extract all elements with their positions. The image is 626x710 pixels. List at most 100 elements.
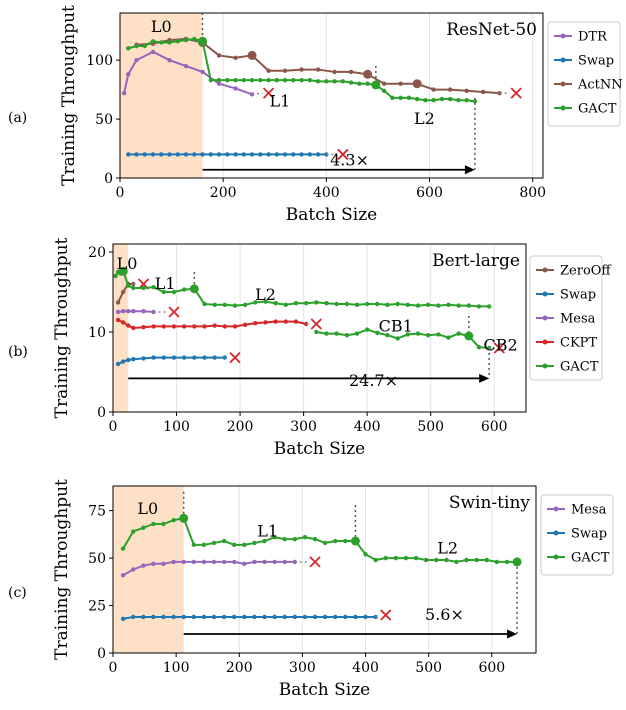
data-point-gact — [340, 79, 346, 84]
data-point-gact — [425, 302, 431, 307]
data-point-gact — [242, 302, 248, 307]
data-point-gact2 — [324, 331, 329, 336]
legend-entry-mesa: Mesa — [571, 503, 607, 518]
data-point-gact2 — [314, 329, 319, 335]
data-point-gact — [413, 555, 419, 561]
panel-label: (c) — [8, 585, 27, 601]
legend-swatch-dot — [560, 57, 566, 63]
data-point-gact — [283, 302, 289, 307]
data-point-gact — [423, 98, 428, 103]
legend-entry-mesa: Mesa — [560, 312, 596, 327]
data-point-gact — [504, 559, 510, 565]
data-point-gact — [466, 303, 472, 308]
data-point-gact — [446, 302, 451, 307]
highlight-point-gact — [179, 513, 189, 523]
data-point-actnn — [233, 55, 238, 60]
x-tick-label: 0 — [109, 419, 118, 435]
data-point-actnn — [480, 89, 486, 95]
data-point-gact — [120, 546, 126, 551]
data-point-dtr — [150, 49, 156, 55]
oom-connector — [375, 614, 381, 618]
data-point-gact — [211, 540, 217, 546]
legend-entry-zerooff: ZeroOff — [560, 264, 612, 279]
data-point-gact — [233, 77, 238, 83]
data-point-gact — [385, 302, 390, 307]
data-point-gact — [348, 80, 354, 85]
data-point-gact — [333, 538, 338, 544]
data-point-mesa — [181, 559, 186, 565]
highlight-point-gact — [118, 266, 128, 276]
data-point-gact — [354, 302, 360, 307]
data-point-swap — [192, 355, 197, 360]
data-point-dtr — [134, 57, 139, 63]
x-tick-label: 800 — [519, 185, 546, 201]
legend-swatch-dot — [560, 33, 566, 39]
data-point-gact — [262, 538, 267, 544]
data-point-mesa — [115, 309, 121, 315]
data-point-gact — [456, 98, 461, 103]
data-point-zerooff — [120, 289, 126, 295]
data-point-ckpt — [232, 324, 238, 329]
data-point-gact — [171, 517, 176, 523]
arrow-head — [479, 373, 490, 383]
oom-cross-marker — [337, 148, 349, 161]
data-point-gact2 — [385, 333, 390, 338]
x-tick-label: 200 — [210, 185, 237, 201]
data-point-swap — [353, 614, 358, 620]
y-axis-label: Training Throughput — [52, 479, 72, 660]
data-point-swap — [115, 361, 121, 367]
data-point-gact — [263, 299, 268, 304]
oom-cross-stroke — [262, 87, 275, 99]
x-axis-label: Batch Size — [286, 205, 377, 225]
data-point-gact2 — [476, 345, 482, 350]
highlight-point-gact2 — [464, 331, 474, 341]
data-point-dtr — [126, 72, 131, 77]
data-point-gact — [159, 40, 164, 45]
data-point-gact — [357, 81, 362, 86]
highlight-point-gact — [512, 557, 522, 567]
legend-swatch-dot — [542, 267, 548, 273]
data-point-gact — [273, 301, 278, 306]
data-point-swap — [292, 614, 298, 620]
legend-box — [529, 255, 603, 381]
data-point-gact — [431, 98, 436, 103]
arrow-head — [507, 629, 518, 639]
oom-cross-marker — [262, 87, 275, 99]
data-point-gact — [307, 77, 313, 83]
data-point-gact — [202, 301, 207, 307]
legend-swatch-dot — [560, 81, 566, 87]
data-point-gact — [414, 96, 420, 102]
legend-swatch-dot — [560, 105, 566, 111]
legend-entry-gact: GACT — [560, 360, 599, 375]
data-point-gact — [142, 43, 147, 49]
data-point-swap — [151, 614, 156, 620]
data-point-gact — [373, 557, 378, 563]
data-point-swap — [363, 614, 368, 620]
panel-label: (b) — [8, 344, 28, 360]
shaded-region — [113, 486, 184, 653]
legend-swatch-dot — [542, 363, 548, 369]
data-point-swap — [171, 355, 177, 360]
legend-entry-dtr: DTR — [578, 30, 608, 45]
y-tick-label: 0 — [97, 405, 106, 421]
data-point-actnn — [431, 87, 436, 92]
data-point-ckpt — [253, 321, 258, 326]
data-point-gact — [134, 43, 139, 49]
data-point-swap — [201, 614, 207, 620]
data-point-gact2 — [375, 330, 380, 335]
y-tick-label: 10 — [88, 325, 106, 341]
highlight-point-gact — [189, 284, 199, 294]
data-point-gact — [343, 538, 348, 544]
data-point-dtr — [183, 63, 189, 69]
data-point-gact — [221, 538, 227, 544]
oom-cross-stroke — [309, 556, 321, 568]
data-point-actnn — [398, 81, 403, 86]
shaded-region — [113, 244, 129, 412]
data-point-swap — [299, 152, 304, 157]
x-tick-label: 300 — [289, 660, 316, 676]
data-point-gact — [447, 96, 453, 102]
data-point-swap — [192, 152, 197, 157]
data-point-zerooff — [115, 300, 121, 305]
oom-cross-stroke — [380, 609, 392, 621]
legend-box — [540, 494, 614, 576]
